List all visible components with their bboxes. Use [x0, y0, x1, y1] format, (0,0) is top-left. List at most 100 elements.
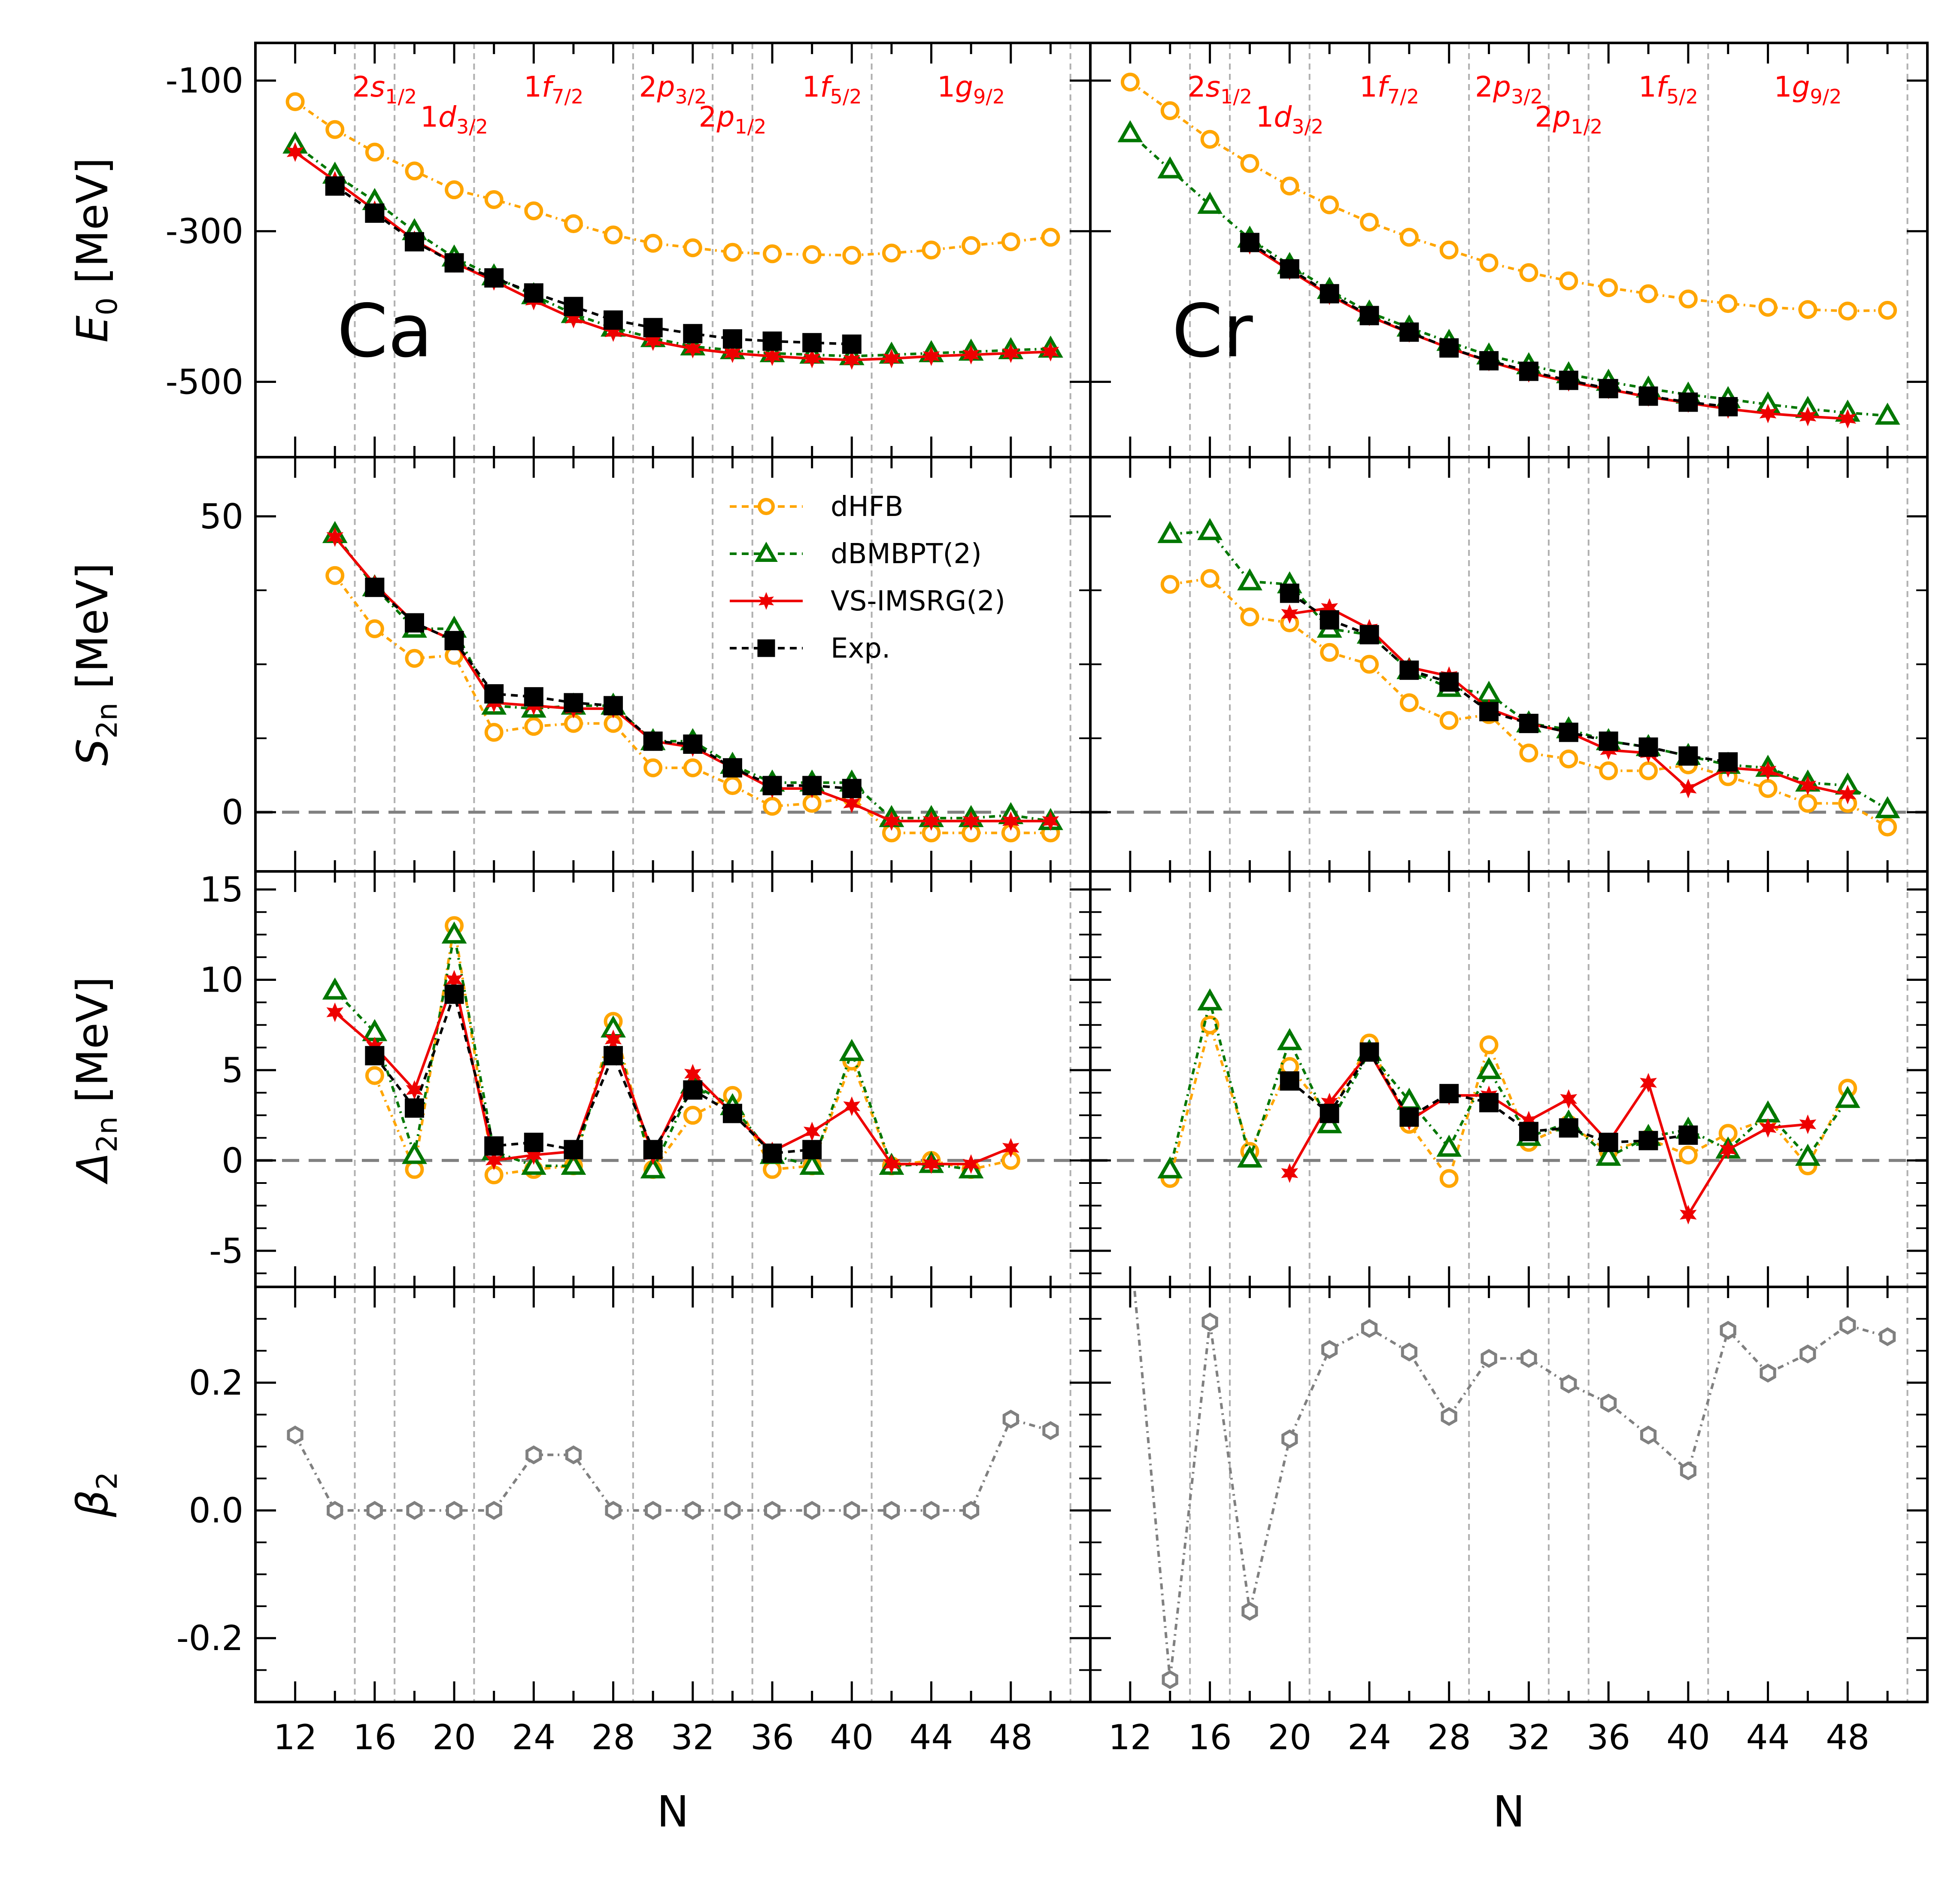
series-Exp. — [365, 984, 822, 1163]
data-point — [325, 566, 345, 585]
data-point — [1280, 259, 1299, 279]
orbital-label: 2s1/2 — [1188, 70, 1252, 108]
y-tick-label: 5 — [221, 1050, 243, 1090]
data-point — [564, 693, 583, 713]
data-point — [1678, 746, 1698, 766]
element-label: Ca — [337, 289, 433, 374]
data-point — [1160, 575, 1180, 594]
data-point — [365, 619, 384, 638]
x-tick-label: 32 — [1507, 1717, 1551, 1757]
data-point — [802, 1140, 822, 1159]
legend-item: Exp. — [730, 633, 890, 664]
data-point — [842, 334, 862, 354]
data-point — [1157, 1156, 1183, 1179]
data-point — [444, 984, 464, 1004]
legend-item: VS-IMSRG(2) — [730, 586, 1005, 617]
data-point — [643, 758, 663, 777]
data-point — [1281, 1163, 1299, 1183]
orbital-label: 1g9/2 — [1774, 70, 1842, 108]
y-tick-label: 0 — [221, 792, 243, 832]
data-point — [803, 349, 821, 369]
data-point — [484, 268, 504, 288]
data-point — [843, 1501, 860, 1520]
data-point — [1197, 191, 1223, 214]
x-tick-label: 36 — [1587, 1717, 1630, 1757]
x-tick-label: 48 — [1826, 1717, 1869, 1757]
data-point — [327, 1501, 343, 1520]
panel-beta2-Cr: 12 16 20 24 28 32 36 40 44 48 N — [1089, 1286, 1929, 1837]
data-point — [1678, 1125, 1698, 1145]
data-point — [1638, 1131, 1658, 1150]
data-point — [1399, 660, 1419, 680]
panel-D2n-Cr — [1089, 870, 1929, 1288]
data-point — [485, 1150, 503, 1171]
data-point — [1001, 232, 1020, 252]
data-point — [1758, 297, 1778, 317]
series-dBMBPT(2) — [1117, 120, 1900, 425]
x-tick-label: 12 — [273, 1717, 317, 1757]
data-point — [1240, 607, 1259, 627]
data-point — [1875, 796, 1900, 819]
data-point — [1559, 1118, 1578, 1138]
data-point — [1200, 569, 1220, 588]
data-point — [404, 232, 424, 252]
data-point — [839, 1039, 865, 1061]
data-point — [326, 527, 344, 547]
data-point — [564, 214, 583, 234]
data-point — [762, 331, 782, 351]
data-point — [1320, 610, 1339, 630]
data-point — [406, 1501, 423, 1520]
data-point — [1281, 1429, 1298, 1449]
data-point — [1795, 1144, 1820, 1166]
data-point — [923, 1501, 940, 1520]
data-point — [684, 339, 701, 359]
series-beta2 — [1133, 1287, 1896, 1689]
data-point — [683, 758, 702, 777]
data-point — [1321, 1340, 1338, 1359]
data-point — [1002, 1138, 1019, 1158]
series-line — [1289, 1050, 1689, 1144]
data-point — [1476, 680, 1502, 703]
data-point — [1639, 284, 1658, 303]
legend: dHFB dBMBPT(2) VS-IMSRG(2) Exp. — [730, 491, 1005, 664]
x-tick-label: 40 — [830, 1717, 874, 1757]
series-dBMBPT(2) — [1157, 518, 1900, 819]
data-point — [722, 1104, 742, 1123]
data-point — [1399, 228, 1419, 247]
data-point — [524, 1132, 543, 1152]
data-point — [1479, 1093, 1499, 1113]
data-point — [1680, 1204, 1697, 1225]
data-point — [1117, 120, 1143, 143]
x-tick-label: 16 — [353, 1717, 397, 1757]
data-point — [1320, 284, 1339, 303]
data-point — [1399, 1107, 1419, 1127]
data-point — [1280, 176, 1299, 196]
series-line — [334, 536, 1051, 822]
y-axis-label: β2 — [67, 1472, 124, 1518]
data-point — [1639, 761, 1658, 780]
data-point — [1120, 73, 1140, 92]
data-point — [405, 1160, 424, 1179]
data-point — [1002, 343, 1019, 363]
data-point — [883, 1501, 900, 1520]
y-tick-label: 0.2 — [189, 1363, 243, 1403]
data-point — [1479, 253, 1499, 273]
data-point — [1519, 713, 1538, 733]
data-point — [326, 1002, 344, 1022]
legend-label: Exp. — [831, 633, 890, 664]
data-point — [1320, 643, 1339, 662]
data-point — [1718, 397, 1738, 416]
series-line — [334, 978, 1011, 1165]
data-point — [763, 244, 782, 264]
x-tick-label: 48 — [989, 1717, 1033, 1757]
data-point — [1439, 1084, 1459, 1104]
data-point — [804, 1501, 820, 1520]
x-axis-label: N — [1493, 1787, 1525, 1837]
data-point — [1640, 1426, 1657, 1445]
x-tick-label: 44 — [910, 1717, 953, 1757]
data-point — [1519, 743, 1538, 763]
series-line — [294, 1418, 1051, 1512]
data-point — [1041, 228, 1060, 247]
series-VS-IMSRG(2) — [326, 527, 1059, 831]
